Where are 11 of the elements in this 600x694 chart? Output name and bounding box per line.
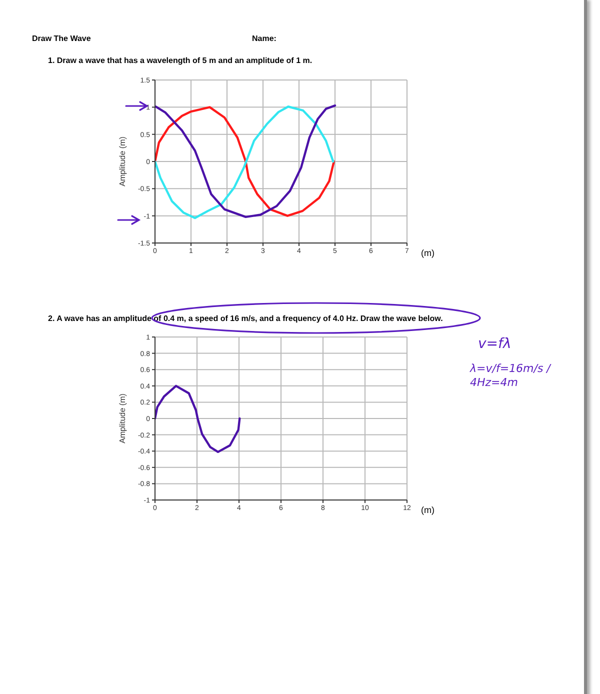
text: Name: (252, 34, 276, 43)
y-axis-title: Amplitude (m) (118, 393, 127, 444)
text: Draw The Wave (32, 34, 91, 43)
text: λ=v/f=16m/s / 4Hz=4m (470, 362, 552, 390)
y-axis-title: Amplitude (m) (118, 136, 127, 186)
line-series (155, 384, 241, 454)
chart-title: 1. Draw a wave that has a wavelength of 5 m and an amplitude of 1 m. (48, 56, 312, 65)
chart-title: 2. A wave has an amplitude of 0.4 m, a speed of 16 m/s, and a frequency of 4.0 Hz. Draw the wave below. (48, 314, 443, 323)
x-axis-title: (m) (421, 248, 434, 258)
x-axis-title: (m) (421, 505, 434, 516)
text: v=fλ (478, 336, 512, 352)
